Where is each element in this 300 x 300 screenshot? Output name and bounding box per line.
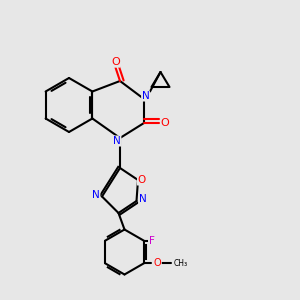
Text: O: O xyxy=(154,258,161,268)
Text: O: O xyxy=(111,57,120,67)
Text: O: O xyxy=(137,175,146,185)
Text: N: N xyxy=(142,91,149,101)
Text: N: N xyxy=(139,194,146,205)
Text: N: N xyxy=(113,136,121,146)
Text: O: O xyxy=(160,118,169,128)
Text: F: F xyxy=(148,236,154,246)
Text: N: N xyxy=(92,190,100,200)
Text: CH₃: CH₃ xyxy=(174,259,188,268)
